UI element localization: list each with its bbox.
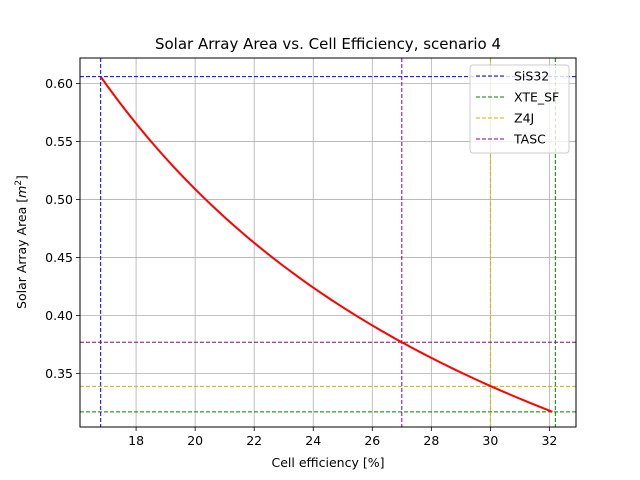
y-axis-label-main: Solar Array Area [ <box>14 198 29 309</box>
legend-label-XTE_SF: XTE_SF <box>514 90 559 105</box>
x-tick-label: 28 <box>423 433 439 448</box>
x-tick-label: 32 <box>541 433 557 448</box>
legend-label-SiS32: SiS32 <box>514 69 549 84</box>
y-axis-label-exponent: 2 <box>14 180 24 186</box>
y-tick-label: 0.35 <box>45 366 73 381</box>
y-tick-label: 0.60 <box>45 76 73 91</box>
y-tick-label: 0.45 <box>45 250 73 265</box>
y-tick-label: 0.40 <box>45 308 73 323</box>
legend-label-Z4J: Z4J <box>514 111 534 126</box>
y-ticks: 0.35 0.40 0.45 0.50 0.55 0.60 <box>45 76 80 381</box>
plot-frame <box>79 57 577 428</box>
area-curve <box>99 76 553 413</box>
x-tick-label: 30 <box>482 433 498 448</box>
y-tick-label: 0.50 <box>45 192 73 207</box>
legend-frame <box>469 64 570 154</box>
legend-label-TASC: TASC <box>513 132 546 147</box>
legend: SiS32 XTE_SF Z4J TASC <box>469 64 570 154</box>
y-axis-label-unit: m <box>14 186 29 198</box>
y-axis-label: Solar Array Area [m2] <box>14 175 29 309</box>
x-tick-label: 24 <box>305 433 321 448</box>
x-tick-label: 18 <box>128 433 144 448</box>
y-axis-label-close: ] <box>14 175 29 180</box>
curve-layer <box>99 76 553 413</box>
x-axis-label: Cell efficiency [%] <box>272 455 385 470</box>
y-tick-label: 0.55 <box>45 134 73 149</box>
x-tick-label: 26 <box>364 433 380 448</box>
chart-title: Solar Array Area vs. Cell Efficiency, sc… <box>155 35 501 53</box>
x-tick-label: 22 <box>246 433 262 448</box>
x-ticks: 18 20 22 24 26 28 30 32 <box>128 427 557 448</box>
x-tick-label: 20 <box>187 433 203 448</box>
